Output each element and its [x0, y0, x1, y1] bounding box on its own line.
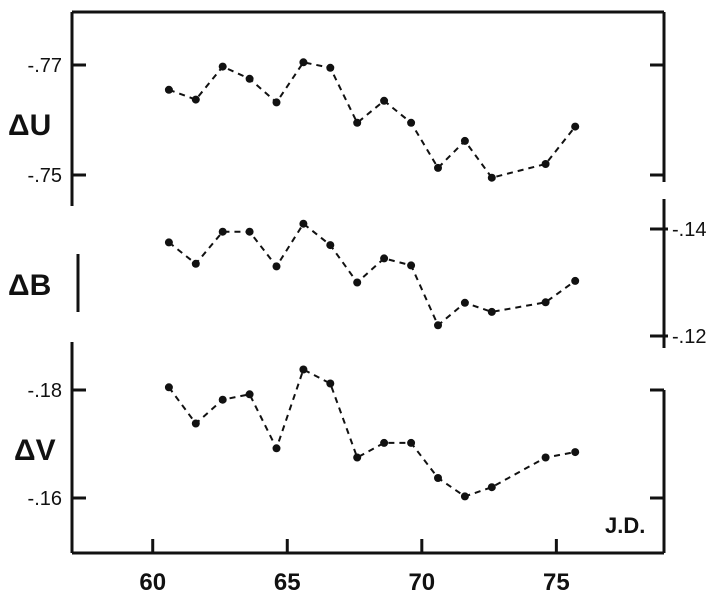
data-point	[487, 483, 496, 492]
data-point	[218, 62, 227, 71]
data-point	[299, 365, 308, 374]
data-point	[272, 98, 281, 107]
y-tick-label: -.14	[672, 219, 706, 241]
data-point	[460, 136, 469, 145]
data-point	[245, 390, 254, 399]
series-1	[164, 58, 580, 182]
data-point	[380, 254, 389, 263]
data-point	[326, 241, 335, 250]
series-line	[168, 368, 576, 498]
data-point	[164, 238, 173, 247]
data-point	[326, 379, 335, 388]
data-point	[245, 227, 254, 236]
data-point	[380, 96, 389, 105]
x-tick-label: 75	[543, 569, 570, 591]
y-tick-label: -.18	[28, 380, 62, 402]
data-point	[245, 74, 254, 83]
data-point	[571, 122, 580, 131]
data-point	[571, 448, 580, 457]
y-tick-label: -.77	[28, 55, 62, 77]
data-point	[380, 438, 389, 447]
series-2	[164, 219, 580, 330]
data-point	[299, 219, 308, 228]
data-point	[299, 58, 308, 67]
band-label-b: ΔB	[8, 269, 51, 302]
axes-frame	[70, 10, 666, 555]
data-point	[218, 227, 227, 236]
data-point	[326, 63, 335, 72]
data-point	[272, 444, 281, 453]
series-line	[168, 61, 576, 179]
x-axis-label: J.D.	[605, 513, 645, 538]
data-point	[571, 276, 580, 285]
data-point	[353, 453, 362, 462]
data-point	[407, 118, 416, 127]
data-point	[460, 298, 469, 307]
y-tick-label: -.16	[28, 488, 62, 510]
data-point	[434, 474, 442, 482]
y-tick-label: -.75	[28, 165, 62, 187]
data-point	[353, 118, 362, 127]
data-point	[191, 95, 200, 104]
data-point	[541, 160, 550, 168]
data-point	[191, 419, 200, 428]
series-3	[164, 365, 580, 501]
band-label-v: ΔV	[14, 434, 56, 467]
band-ticks: -.77 -.75 -.14 -.12 -.18 -.16	[28, 55, 707, 510]
data-point	[218, 395, 227, 404]
data-point	[191, 259, 200, 268]
data-point	[541, 298, 550, 307]
series-layer	[164, 58, 580, 501]
data-point	[164, 383, 173, 392]
data-point	[541, 453, 550, 462]
x-tick-label: 60	[139, 569, 166, 591]
y-tick-label: -.12	[672, 326, 706, 348]
data-point	[407, 261, 416, 270]
data-point	[487, 173, 496, 182]
band-label-u: ΔU	[8, 109, 51, 142]
data-point	[407, 438, 416, 447]
data-point	[434, 321, 442, 330]
x-tick-label: 70	[408, 569, 435, 591]
x-axis: 60 65 70 75	[139, 539, 570, 591]
data-point	[272, 262, 281, 271]
data-point	[164, 85, 173, 94]
x-tick-label: 65	[274, 569, 301, 591]
data-point	[434, 163, 442, 172]
data-point	[460, 492, 469, 501]
data-point	[353, 278, 362, 287]
data-point	[487, 307, 496, 316]
